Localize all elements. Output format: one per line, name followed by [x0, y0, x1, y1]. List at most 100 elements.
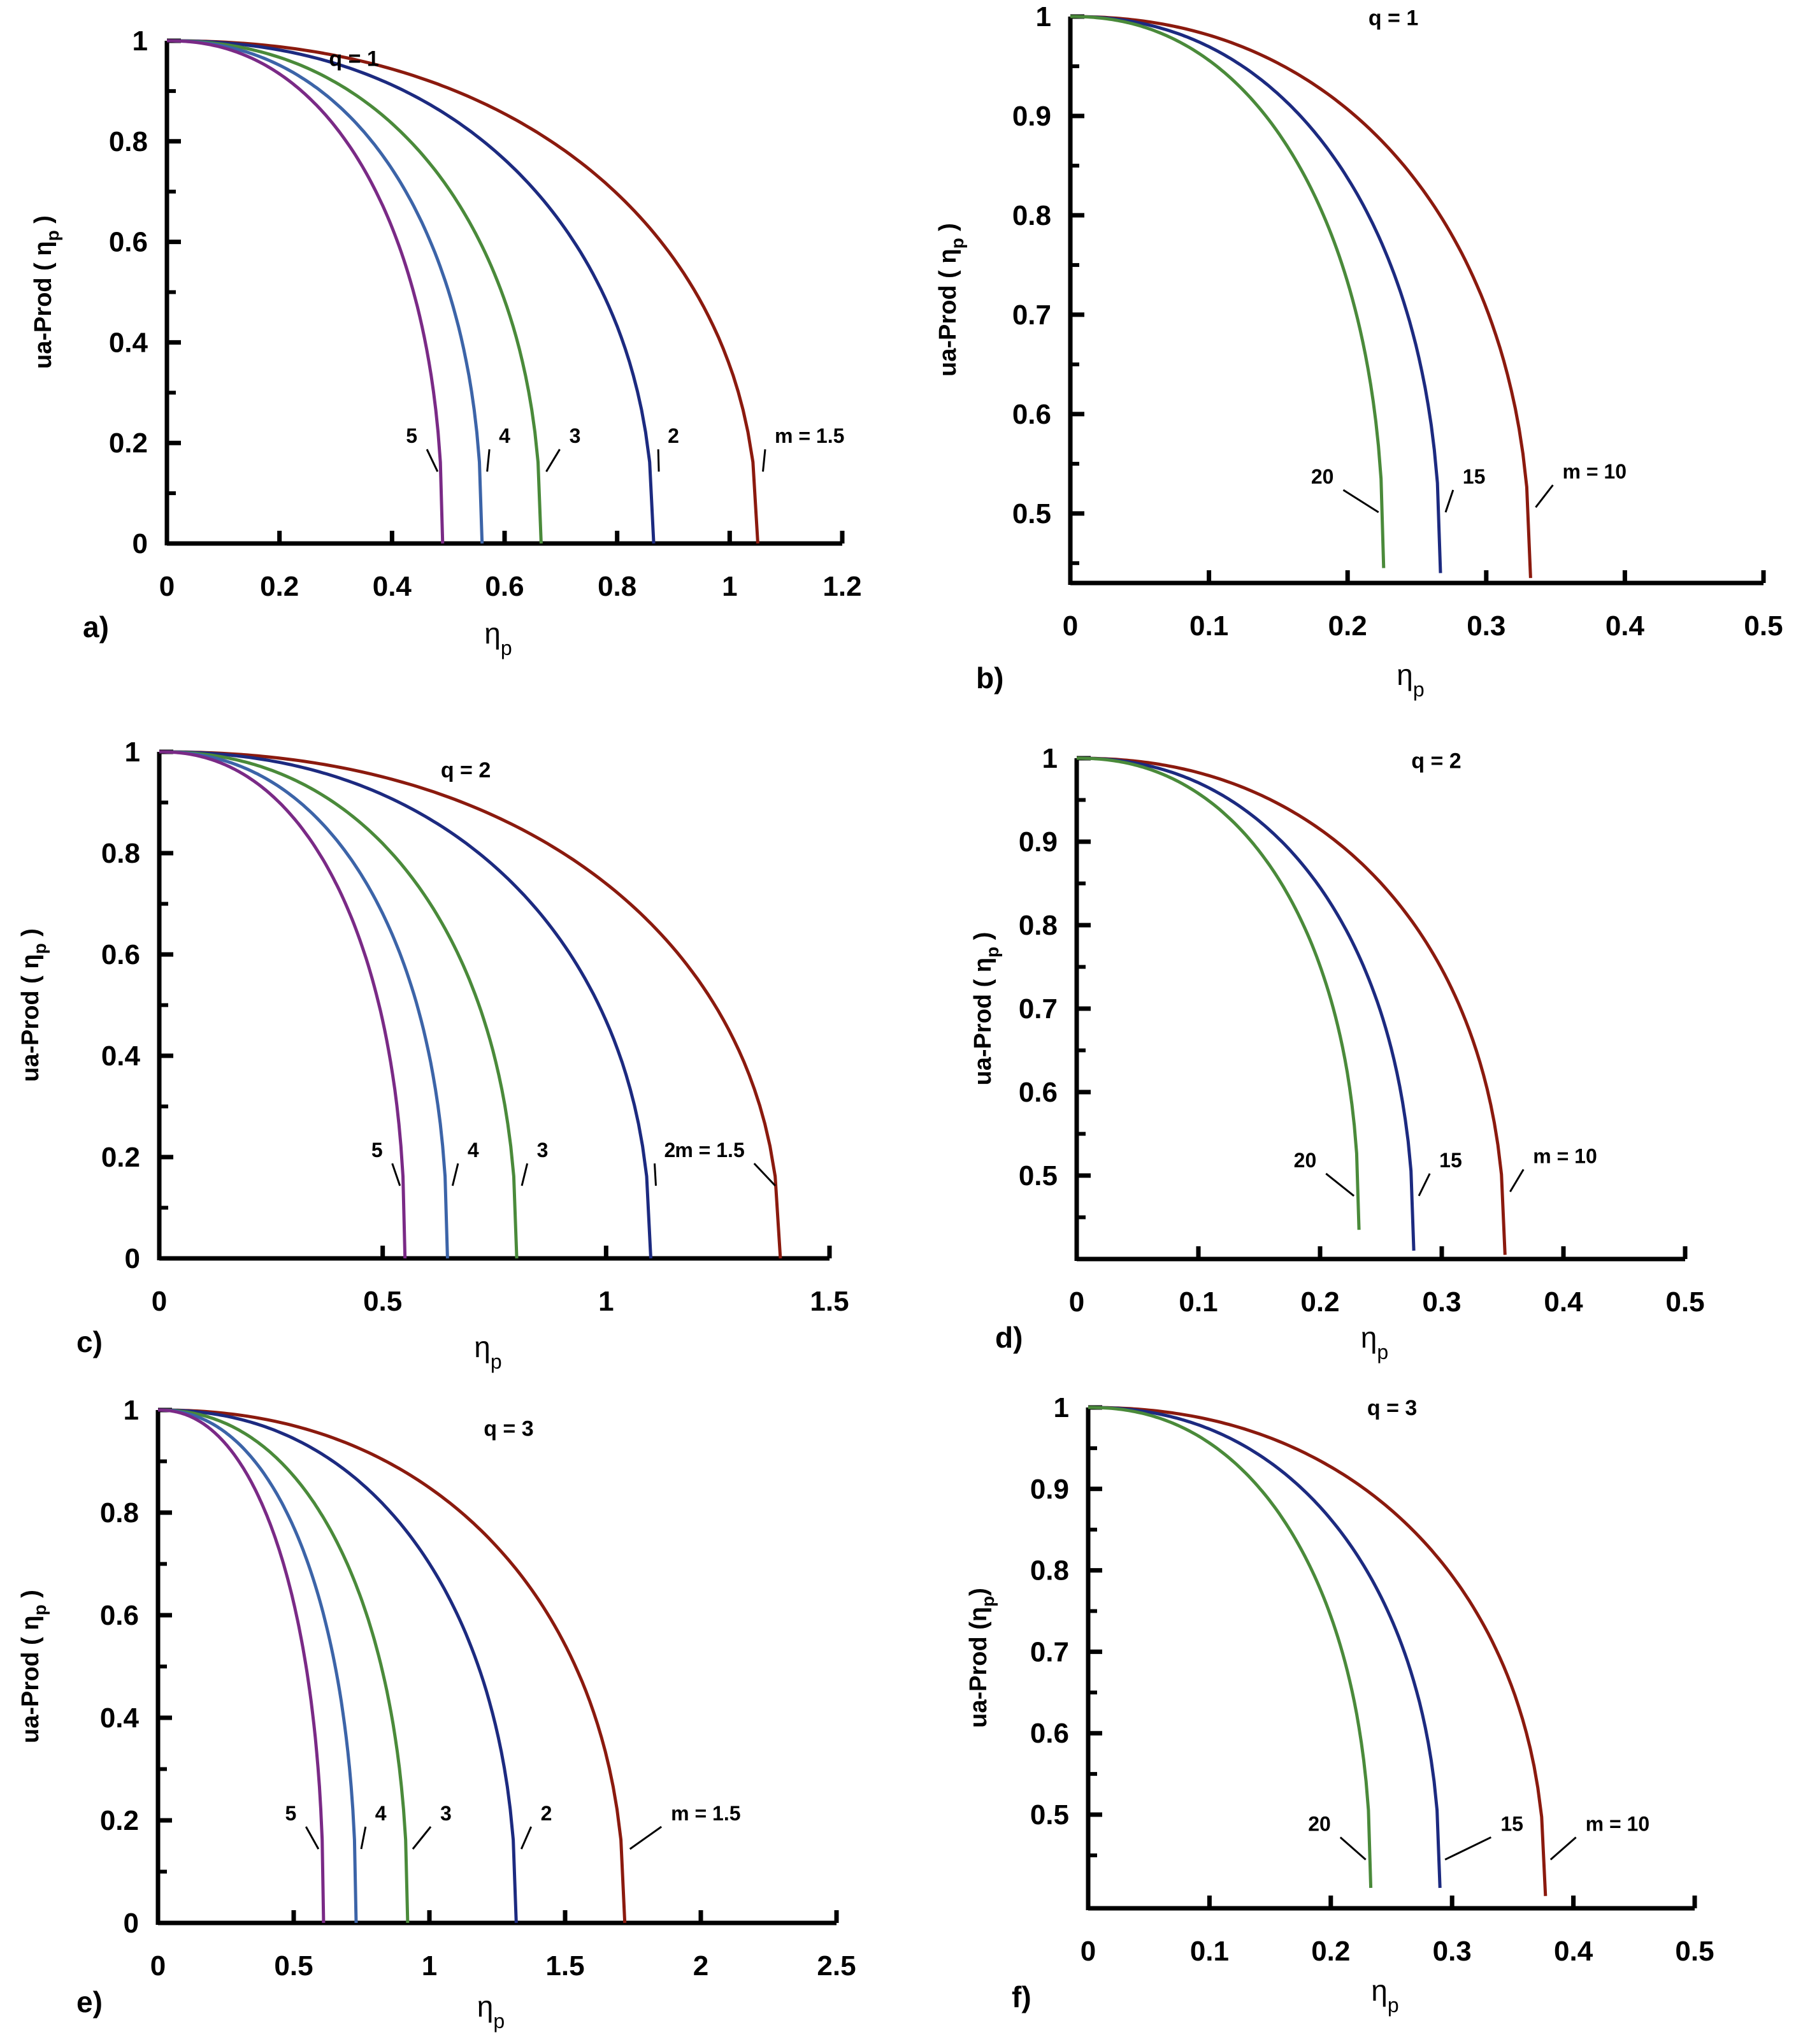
series-line-a-5 — [167, 39, 445, 544]
x-tick-label-b: 0.3 — [1467, 610, 1505, 642]
x-axis-label-e: ηp — [477, 1990, 505, 2033]
y-tick-label-e: 0.6 — [100, 1600, 139, 1631]
curve-label-a: m = 1.5 — [775, 424, 844, 447]
y-tick-label-d: 0.8 — [1019, 910, 1058, 941]
y-tick-label-b: 0.9 — [1012, 101, 1051, 132]
y-tick-label-c: 0.4 — [101, 1040, 141, 1072]
panel-label-f: f) — [1012, 1980, 1031, 2013]
x-tick-label-f: 0.2 — [1311, 1936, 1350, 1967]
y-tick-label-d: 1 — [1042, 743, 1058, 774]
x-axis-label-c: ηp — [474, 1330, 501, 1373]
curve-label-b: m = 10 — [1562, 460, 1627, 483]
series-line-e-2 — [158, 1408, 518, 1924]
q-label-f: q = 3 — [1367, 1396, 1417, 1420]
curve-label-e: 4 — [375, 1802, 387, 1825]
y-tick-label-e: 1 — [124, 1395, 139, 1426]
x-tick-label-a: 0.4 — [373, 571, 412, 602]
panel-label-c: c) — [76, 1325, 103, 1358]
leader-line-b — [1342, 489, 1379, 514]
leader-line-a — [545, 449, 561, 472]
y-tick-label-f: 0.9 — [1030, 1474, 1069, 1505]
series-line-c-m15 — [159, 750, 782, 1259]
y-tick-label-f: 0.6 — [1030, 1718, 1069, 1749]
x-tick-label-a: 1.2 — [822, 571, 861, 602]
x-axis-label-b: ηp — [1397, 658, 1424, 701]
leader-line-a — [762, 449, 766, 472]
y-tick-label-c: 0.8 — [101, 838, 140, 869]
curve-label-f: 15 — [1500, 1813, 1523, 1836]
leader-line-b — [1444, 489, 1455, 513]
y-tick-label-f: 0.8 — [1030, 1555, 1069, 1587]
x-tick-label-b: 0.4 — [1605, 610, 1645, 642]
y-tick-label-b: 0.6 — [1012, 399, 1051, 430]
x-tick-label-a: 0.6 — [485, 571, 524, 602]
leader-line-b — [1535, 484, 1554, 508]
x-tick-label-a: 0.8 — [598, 571, 636, 602]
series-line-e-3 — [158, 1408, 410, 1924]
x-tick-label-d: 0.1 — [1179, 1286, 1218, 1318]
series-line-e-m15 — [158, 1408, 627, 1924]
series-line-a-3 — [167, 39, 543, 544]
y-tick-label-a: 0.8 — [109, 126, 148, 157]
curve-label-e: 2 — [541, 1802, 552, 1825]
x-tick-label-c: 1 — [598, 1286, 614, 1317]
curve-label-b: 15 — [1463, 465, 1486, 488]
series-line-c-2 — [159, 750, 652, 1259]
series-line-a-m15 — [167, 39, 759, 544]
curve-label-c: 5 — [371, 1139, 383, 1162]
y-tick-label-a: 0.2 — [109, 428, 148, 459]
curve-label-c: 4 — [468, 1139, 479, 1162]
x-tick-label-b: 0.2 — [1328, 610, 1367, 642]
x-tick-label-b: 0 — [1063, 610, 1078, 642]
curve-label-a: 2 — [668, 424, 679, 447]
curve-label-c: 3 — [537, 1139, 549, 1162]
leader-line-e — [629, 1825, 663, 1850]
y-tick-label-b: 0.5 — [1012, 498, 1051, 529]
leader-line-d — [1325, 1172, 1355, 1197]
leader-line-c — [521, 1163, 529, 1186]
series-line-d-m10 — [1077, 756, 1507, 1255]
q-label-c: q = 2 — [441, 758, 491, 782]
series-line-d-15 — [1077, 756, 1416, 1251]
y-tick-label-c: 1 — [125, 737, 140, 768]
x-tick-label-a: 0 — [159, 571, 175, 602]
y-tick-label-e: 0.8 — [100, 1497, 139, 1529]
leader-line-a — [486, 449, 491, 472]
x-tick-label-e: 0.5 — [274, 1950, 313, 1982]
curve-label-b: 20 — [1311, 465, 1334, 488]
series-line-b-m10 — [1070, 15, 1532, 579]
y-axis-label-e: ua-Prod ( ηp ) — [17, 1590, 50, 1743]
curve-label-d: m = 10 — [1533, 1144, 1597, 1167]
leader-line-a — [426, 449, 439, 472]
y-tick-label-b: 0.8 — [1012, 200, 1051, 231]
x-axis-label-d: ηp — [1361, 1321, 1388, 1364]
curve-label-c: 2 — [664, 1139, 676, 1162]
y-tick-label-c: 0.2 — [101, 1142, 140, 1173]
y-axis-label-f: ua-Prod (ηp) — [965, 1588, 998, 1728]
x-tick-label-e: 2.5 — [817, 1950, 856, 1982]
y-axis-label-d: ua-Prod ( ηp ) — [970, 932, 1002, 1086]
curve-label-e: 5 — [285, 1802, 296, 1825]
curve-label-f: 20 — [1308, 1813, 1331, 1836]
y-tick-label-d: 0.9 — [1019, 826, 1058, 858]
y-axis-label-b: ua-Prod ( ηp ) — [935, 223, 967, 377]
y-axis-label-c: ua-Prod ( ηp ) — [17, 928, 50, 1082]
curve-label-f: m = 10 — [1586, 1813, 1650, 1836]
x-tick-label-b: 0.1 — [1189, 610, 1228, 642]
x-tick-label-b: 0.5 — [1744, 610, 1783, 642]
leader-line-e — [305, 1826, 320, 1850]
y-tick-label-a: 0 — [133, 528, 148, 559]
panel-label-d: d) — [995, 1321, 1023, 1354]
y-tick-label-a: 0.6 — [109, 227, 148, 258]
x-tick-label-a: 0.2 — [260, 571, 299, 602]
x-tick-label-f: 0 — [1081, 1936, 1096, 1967]
leader-line-e — [412, 1826, 432, 1850]
series-line-e-4 — [158, 1408, 358, 1924]
leader-line-c — [451, 1163, 459, 1186]
curve-label-a: 3 — [570, 424, 581, 447]
y-tick-label-d: 0.6 — [1019, 1077, 1058, 1108]
series-line-a-4 — [167, 39, 484, 544]
y-axis-label-a: ua-Prod ( ηp ) — [30, 215, 62, 369]
x-tick-label-e: 2 — [693, 1950, 708, 1982]
